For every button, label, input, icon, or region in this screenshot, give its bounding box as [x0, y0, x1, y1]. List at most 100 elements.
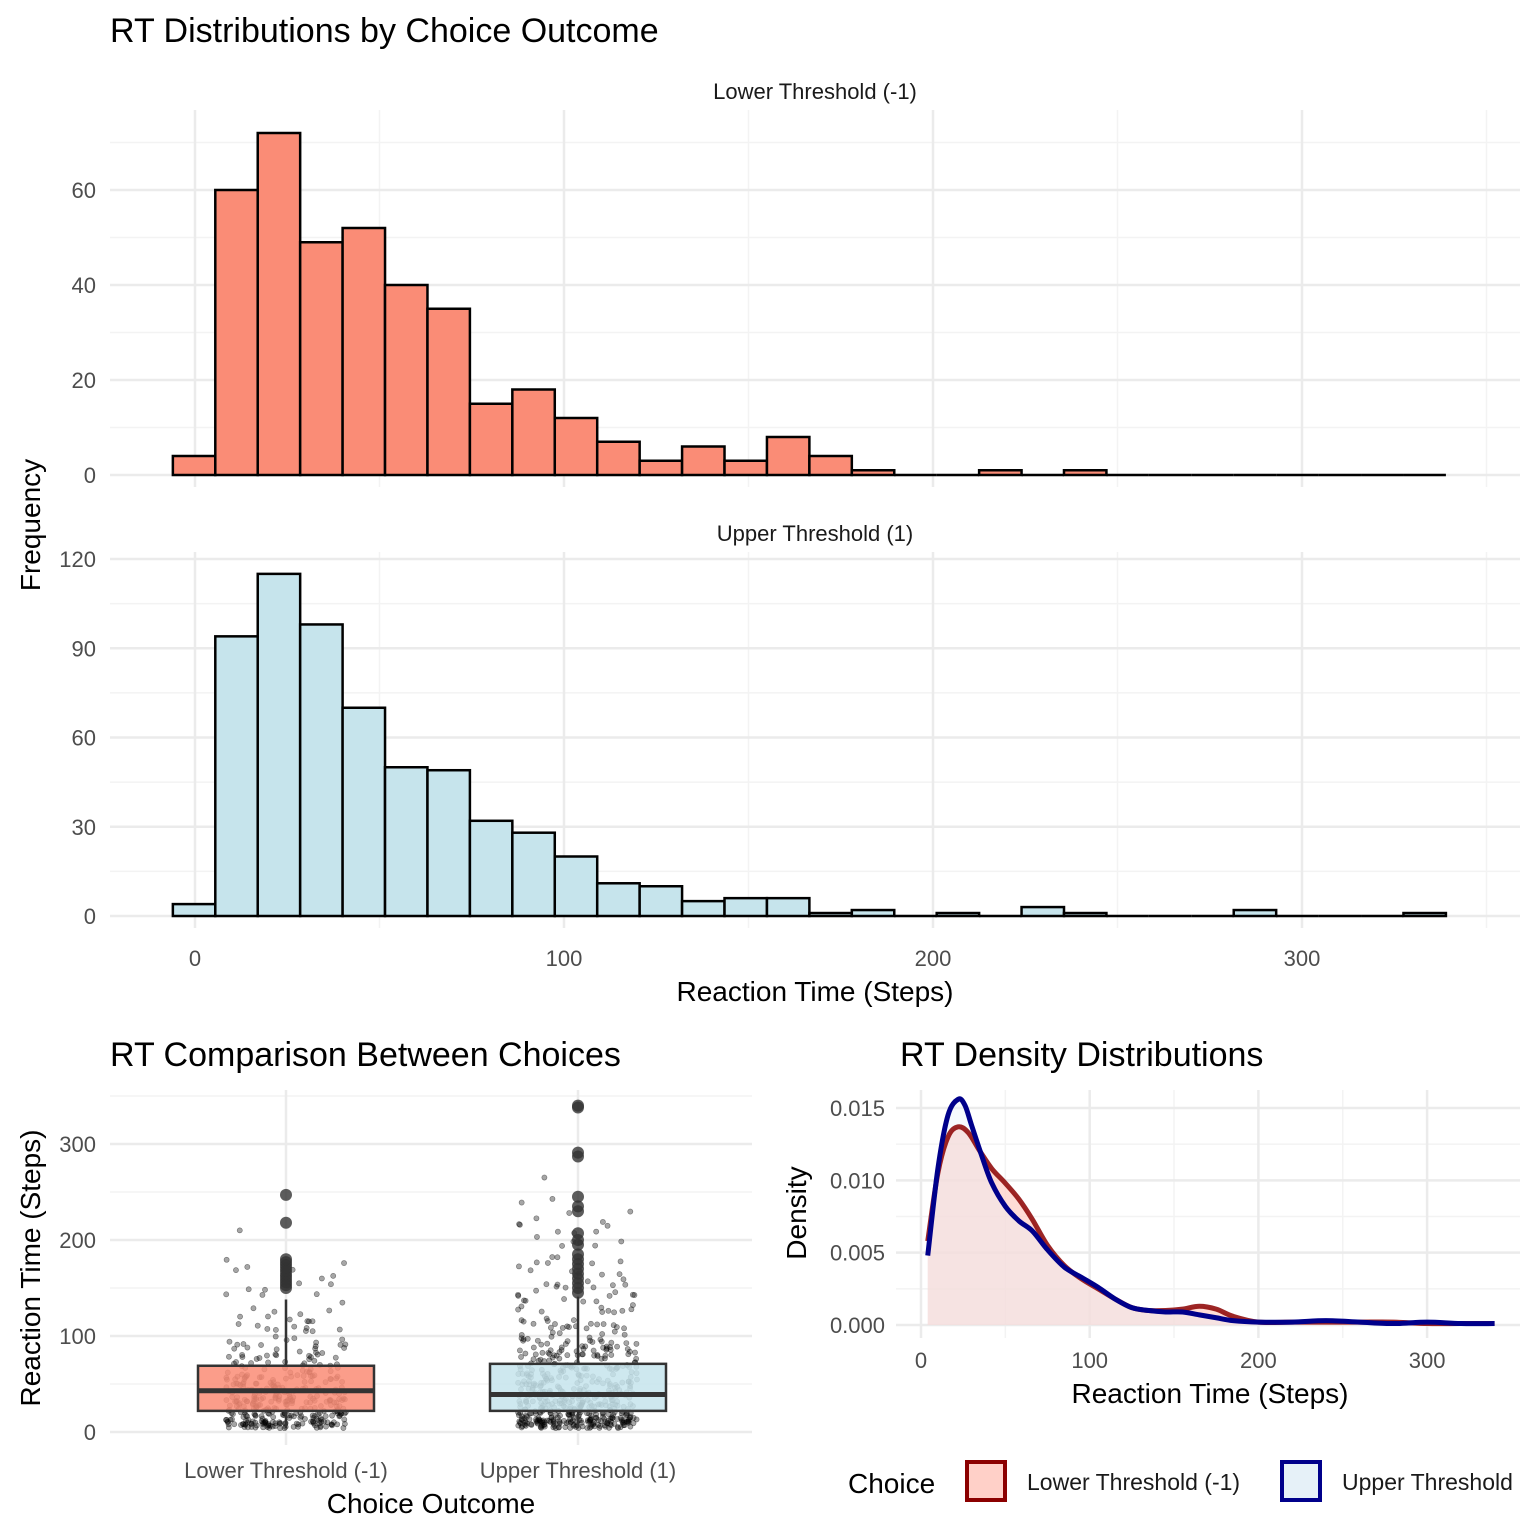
jitter-point [304, 1318, 311, 1325]
jitter-point [318, 1419, 325, 1425]
jitter-point [522, 1419, 529, 1426]
jitter-point [317, 1423, 324, 1430]
jitter-point [518, 1354, 524, 1360]
jitter-point [589, 1421, 596, 1428]
jitter-point [315, 1417, 322, 1424]
jitter-point [625, 1418, 632, 1425]
histogram-bar [214, 635, 259, 918]
jitter-point [579, 1343, 586, 1350]
jitter-point [598, 1304, 605, 1311]
jitter-point [299, 1420, 306, 1427]
jitter-point [259, 1415, 266, 1422]
jitter-point [518, 1332, 525, 1338]
jitter-point [543, 1315, 550, 1322]
histogram-bar [298, 241, 344, 477]
jitter-point [633, 1416, 640, 1423]
histogram-bar [511, 831, 557, 918]
jitter-point [303, 1325, 310, 1331]
jitter-point [265, 1313, 271, 1320]
jitter-point [265, 1422, 272, 1429]
jitter-point [598, 1338, 605, 1345]
jitter-point [521, 1415, 528, 1422]
histogram-bar [256, 131, 302, 477]
legend-label-upper: Upper Threshold [1342, 1469, 1513, 1495]
jitter-point [533, 1416, 539, 1423]
jitter-point [313, 1339, 320, 1346]
histogram-bar [511, 388, 557, 477]
histogram-bar [808, 911, 854, 918]
jitter-point [295, 1423, 301, 1430]
jitter-point [619, 1307, 626, 1314]
jitter-point [570, 1422, 577, 1429]
jitter-point [265, 1420, 272, 1427]
jitter-point [559, 1325, 566, 1331]
jitter-point [588, 1415, 594, 1422]
jitter-point [341, 1416, 348, 1423]
jitter-point [245, 1286, 252, 1293]
jitter-point [536, 1416, 542, 1423]
jitter-point [603, 1346, 610, 1353]
jitter-point [609, 1415, 616, 1421]
jitter-point [533, 1287, 540, 1294]
jitter-point [313, 1349, 319, 1356]
jitter-point [526, 1416, 533, 1423]
jitter-point [607, 1415, 614, 1422]
jitter-point [530, 1320, 537, 1327]
histogram-bar [426, 307, 472, 477]
jitter-point [558, 1347, 565, 1353]
jitter-point [562, 1424, 569, 1431]
jitter-point [227, 1416, 234, 1423]
jitter-point [234, 1341, 241, 1348]
box-outlier [572, 1248, 584, 1261]
jitter-point [291, 1323, 298, 1330]
jitter-point [290, 1423, 297, 1430]
jitter-point [240, 1421, 246, 1427]
jitter-point [538, 1424, 545, 1431]
x-tick-label: 100 [546, 946, 583, 971]
histogram-bar [214, 188, 259, 477]
histogram-bar [1062, 911, 1108, 918]
jitter-point [588, 1320, 594, 1327]
jitter-point [318, 1275, 325, 1282]
jitter-point [590, 1420, 597, 1427]
jitter-point [517, 1419, 523, 1426]
jitter-point [522, 1422, 529, 1429]
histogram-bar [553, 855, 599, 918]
jitter-point [553, 1352, 560, 1359]
jitter-point [629, 1291, 636, 1298]
jitter-point [341, 1260, 347, 1266]
jitter-point [233, 1359, 239, 1365]
jitter-point [556, 1419, 563, 1426]
jitter-point [606, 1292, 613, 1299]
jitter-point [556, 1355, 563, 1362]
density-area [927, 1126, 1495, 1325]
jitter-point [590, 1284, 597, 1291]
jitter-point [240, 1341, 247, 1347]
jitter-point [587, 1417, 594, 1423]
jitter-point [589, 1339, 596, 1345]
jitter-point [518, 1303, 525, 1310]
jitter-point [253, 1422, 260, 1429]
jitter-point [258, 1413, 265, 1420]
jitter-point [556, 1349, 563, 1355]
density-plot-area: 0.000 0.005 0.010 0.015 0 100 200 300 [830, 1090, 1520, 1373]
histogram-bar [808, 454, 854, 477]
histogram-bar [1062, 469, 1108, 477]
jitter-point [524, 1335, 531, 1342]
jitter-point [597, 1336, 604, 1343]
jitter-point [317, 1424, 324, 1431]
jitter-point [225, 1424, 232, 1431]
jitter-point [225, 1421, 232, 1428]
jitter-point [273, 1352, 280, 1359]
box-outlier [572, 1099, 584, 1112]
jitter-point [564, 1323, 571, 1330]
jitter-point [602, 1423, 609, 1430]
jitter-point [262, 1417, 269, 1424]
jitter-point [267, 1422, 274, 1429]
histogram-bar [426, 768, 472, 918]
jitter-point [550, 1418, 557, 1424]
y-tick-label: 0.010 [830, 1168, 885, 1193]
jitter-point [566, 1324, 572, 1330]
jitter-point [627, 1208, 634, 1215]
jitter-point [602, 1418, 609, 1425]
